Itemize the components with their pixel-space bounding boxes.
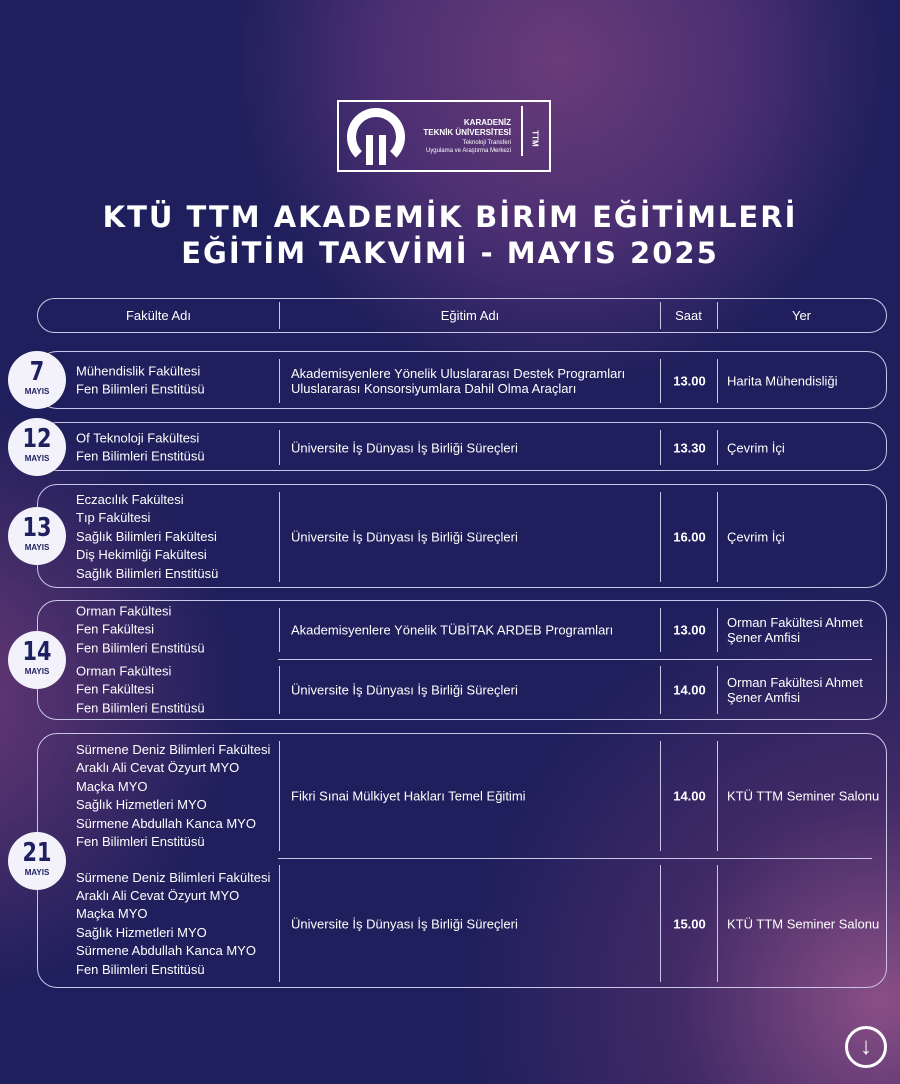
course-time: 13.00 — [673, 622, 706, 638]
course-name: Üniversite İş Dünyası İş Birliği Süreçle… — [291, 440, 518, 455]
table-row: Mühendislik Fakültesi Fen Bilimleri Enst… — [38, 352, 888, 410]
course-place: Çevrim İçi — [727, 529, 785, 545]
table-row: Orman Fakültesi Fen Fakültesi Fen Biliml… — [38, 659, 888, 721]
table-row: Of Teknoloji Fakültesi Fen Bilimleri Ens… — [38, 423, 888, 472]
course-name: Akademisyenlere Yönelik Uluslararası Des… — [291, 366, 626, 396]
course-name: Üniversite İş Dünyası İş Birliği Süreçle… — [291, 682, 518, 698]
logo-line4: Uygulama ve Araştırma Merkezi — [425, 148, 511, 154]
date-group: 12 MAYIS Of Teknoloji Fakültesi Fen Biliml… — [8, 417, 888, 476]
date-group: 7 MAYIS Mühendislik Fakültesi Fen Bilimler… — [8, 351, 888, 410]
table-row: Eczacılık Fakültesi Tıp Fakültesi Sağlık… — [38, 485, 888, 589]
date-day: 13 — [22, 513, 52, 543]
table-header: Fakülte Adı Eğitim Adı Saat Yer — [37, 298, 887, 333]
header-time: Saat — [675, 308, 702, 323]
faculty-list: Mühendislik Fakültesi Fen Bilimleri Enst… — [76, 363, 205, 397]
date-month: MAYIS — [24, 453, 50, 463]
logo-line1: KARADENİZ — [463, 118, 511, 127]
table-row: Sürmene Deniz Bilimleri Fakültesi Araklı… — [38, 734, 888, 858]
course-name: Üniversite İş Dünyası İş Birliği Süreçle… — [291, 916, 518, 931]
row-divider — [278, 659, 872, 660]
date-group: 14 MAYIS Orman Fakültesi Fen Fakültesi Fen… — [8, 600, 888, 721]
course-time: 13.00 — [673, 373, 706, 389]
date-group: 13 MAYIS Eczacılık Fakültesi Tıp Fakültesi… — [8, 484, 888, 589]
date-group: 21 MAYIS Sürmene Deniz Bilimleri Fakültesi… — [8, 733, 888, 989]
course-time: 14.00 — [673, 682, 706, 698]
faculty-list: Of Teknoloji Fakültesi Fen Bilimleri Ens… — [76, 430, 205, 464]
course-time: 15.00 — [673, 916, 706, 931]
date-month: MAYIS — [24, 543, 50, 552]
date-day: 12 — [22, 423, 52, 454]
header-course: Eğitim Adı — [440, 308, 500, 323]
header-place: Yer — [791, 308, 812, 323]
logo-divider — [521, 106, 523, 156]
course-time: 13.30 — [673, 440, 706, 455]
course-name: Üniversite İş Dünyası İş Birliği Süreçle… — [291, 529, 518, 545]
faculty-list: Eczacılık Fakültesi Tıp Fakültesi Sağlık… — [76, 491, 219, 581]
course-place: Harita Mühendisliği — [727, 373, 838, 389]
date-month: MAYIS — [24, 867, 50, 877]
faculty-list: Sürmene Deniz Bilimleri Fakültesi Araklı… — [76, 869, 271, 977]
logo-line3: Teknoloji Transferi — [462, 140, 511, 146]
date-badge: 13 MAYIS — [8, 507, 66, 565]
course-time: 14.00 — [673, 788, 706, 804]
course-name: Akademisyenlere Yönelik TÜBİTAK ARDEB Pr… — [291, 622, 614, 638]
date-day: 7 — [29, 357, 45, 387]
course-place: Orman Fakültesi Ahmet Şener Amfisi — [727, 675, 863, 705]
course-time: 16.00 — [673, 529, 706, 545]
logo-side: TTM — [530, 130, 540, 147]
arrow-down-circle-icon[interactable]: ↓ — [845, 1026, 887, 1068]
date-badge: 12 MAYIS — [8, 417, 66, 476]
ktu-ttm-logo: KARADENİZ TEKNİK ÜNİVERSİTESİ Teknoloji … — [337, 100, 551, 172]
date-month: MAYIS — [24, 387, 50, 396]
course-name: Fikri Sınai Mülkiyet Hakları Temel Eğiti… — [291, 788, 526, 804]
page-title: KTÜ TTM AKADEMİK BİRİM EĞİTİMLERİ — [102, 200, 798, 234]
date-badge: 21 MAYIS — [8, 831, 66, 890]
date-day: 21 — [22, 837, 52, 868]
course-place: Orman Fakültesi Ahmet Şener Amfisi — [727, 615, 863, 645]
page-subtitle: EĞİTİM TAKVİMİ - MAYIS 2025 — [181, 236, 719, 270]
date-month: MAYIS — [24, 667, 50, 676]
table-row: Sürmene Deniz Bilimleri Fakültesi Araklı… — [38, 858, 888, 989]
table-row: Orman Fakültesi Fen Fakültesi Fen Biliml… — [38, 601, 888, 659]
logo-line2: TEKNİK ÜNİVERSİTESİ — [423, 128, 511, 137]
course-place: Çevrim İçi — [727, 440, 785, 455]
course-place: KTÜ TTM Seminer Salonu — [727, 788, 880, 804]
faculty-list: Sürmene Deniz Bilimleri Fakültesi Araklı… — [76, 741, 271, 849]
header-faculty: Fakülte Adı — [125, 308, 192, 323]
date-badge: 14 MAYIS — [8, 631, 66, 689]
ktu-emblem-icon — [347, 108, 405, 166]
date-day: 14 — [22, 637, 52, 667]
course-place: KTÜ TTM Seminer Salonu — [727, 916, 880, 931]
faculty-list: Orman Fakültesi Fen Fakültesi Fen Biliml… — [76, 663, 205, 716]
faculty-list: Orman Fakültesi Fen Fakültesi Fen Biliml… — [76, 603, 205, 656]
row-divider — [278, 858, 872, 859]
date-badge: 7 MAYIS — [8, 351, 66, 409]
